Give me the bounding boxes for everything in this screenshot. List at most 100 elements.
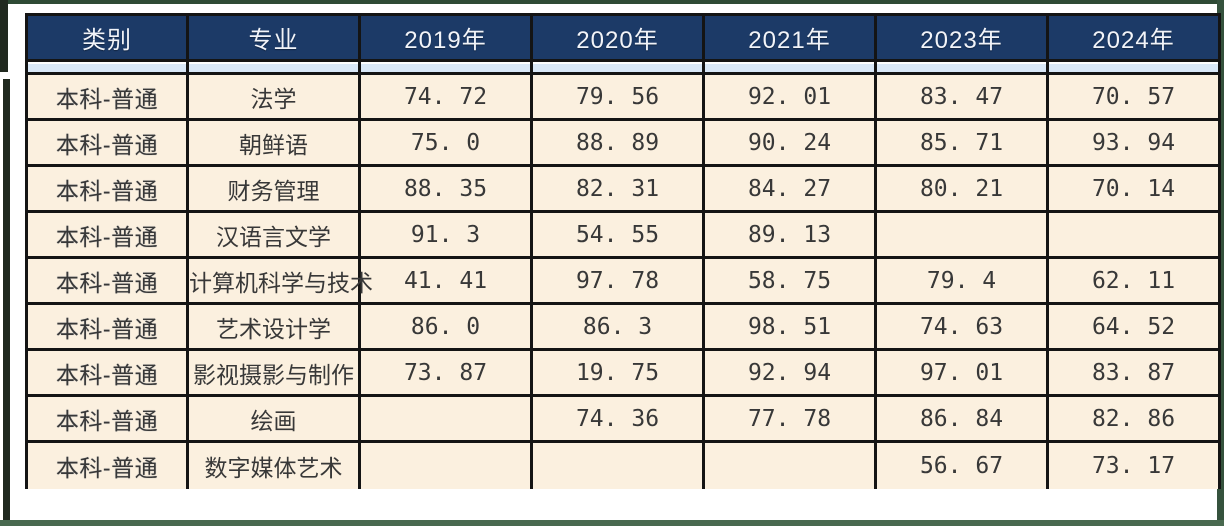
value-cell: 97. 01 [874, 351, 1046, 397]
strip-cell-0 [28, 62, 186, 75]
major-label: 数字媒体艺术 [204, 455, 343, 481]
table-row: 本科-普通 计算机科学与技术 41. 41 97. 78 58. 75 79. 4 62. … [28, 259, 1218, 305]
value-cell [358, 397, 530, 443]
category-cell: 本科-普通 [28, 305, 186, 351]
value-cell [530, 443, 702, 489]
value-cell: 92. 01 [702, 75, 874, 121]
frame-left-bar-bottom [3, 79, 10, 526]
value-cell: 98. 51 [702, 305, 874, 351]
admission-rate-table-wrap: 类别 专业 2019年 2020年 2021年 2023年 2024年 本科-普通 法学 74.… [25, 13, 1221, 489]
value-cell: 93. 94 [1046, 121, 1218, 167]
major-cell: 数字媒体艺术 [186, 443, 358, 489]
table-row: 本科-普通 财务管理 88. 35 82. 31 84. 27 80. 21 70. 14 [28, 167, 1218, 213]
frame-bottom-edge [0, 520, 1224, 526]
value-cell [1046, 213, 1218, 259]
value-cell: 85. 71 [874, 121, 1046, 167]
value-cell: 19. 75 [530, 351, 702, 397]
table-row: 本科-普通 影视摄影与制作 73. 87 19. 75 92. 94 97. 01 83. … [28, 351, 1218, 397]
value-cell: 92. 94 [702, 351, 874, 397]
major-label: 汉语言文学 [216, 223, 331, 250]
category-cell: 本科-普通 [28, 397, 186, 443]
table-row: 本科-普通 数字媒体艺术 56. 67 73. 17 [28, 443, 1218, 489]
table-row: 本科-普通 朝鲜语 75. 0 88. 89 90. 24 85. 71 93. 94 [28, 121, 1218, 167]
value-cell: 90. 24 [702, 121, 874, 167]
major-cell: 绘画 [186, 397, 358, 443]
table-row: 本科-普通 汉语言文学 91. 3 54. 55 89. 13 [28, 213, 1218, 259]
value-cell: 86. 0 [358, 305, 530, 351]
major-cell: 艺术设计学 [186, 305, 358, 351]
value-cell: 80. 21 [874, 167, 1046, 213]
column-header-0: 类别 [28, 16, 186, 62]
value-cell: 74. 36 [530, 397, 702, 443]
major-label: 艺术设计学 [216, 315, 331, 342]
value-cell: 83. 87 [1046, 351, 1218, 397]
strip-cell-3 [530, 62, 702, 75]
major-label: 法学 [250, 85, 297, 112]
table-body: 本科-普通 法学 74. 72 79. 56 92. 01 83. 47 70. 57 本科-… [28, 62, 1218, 489]
category-cell: 本科-普通 [28, 443, 186, 489]
value-cell: 89. 13 [702, 213, 874, 259]
value-cell: 70. 57 [1046, 75, 1218, 121]
strip-cell-5 [874, 62, 1046, 75]
major-label: 计算机科学与技术 [189, 269, 373, 296]
value-cell: 79. 56 [530, 75, 702, 121]
frame-left-bar-top [0, 0, 8, 72]
column-header-3: 2020年 [530, 16, 702, 62]
category-cell: 本科-普通 [28, 121, 186, 167]
strip-cell-6 [1046, 62, 1218, 75]
value-cell: 86. 84 [874, 397, 1046, 443]
value-cell: 83. 47 [874, 75, 1046, 121]
value-cell: 88. 35 [358, 167, 530, 213]
value-cell: 79. 4 [874, 259, 1046, 305]
value-cell: 77. 78 [702, 397, 874, 443]
header-row: 类别 专业 2019年 2020年 2021年 2023年 2024年 [28, 16, 1218, 62]
major-label: 影视摄影与制作 [193, 361, 354, 388]
value-cell: 75. 0 [358, 121, 530, 167]
value-cell: 88. 89 [530, 121, 702, 167]
value-cell [874, 213, 1046, 259]
frame-top-edge [0, 0, 1224, 4]
value-cell: 91. 3 [358, 213, 530, 259]
value-cell: 56. 67 [874, 443, 1046, 489]
category-cell: 本科-普通 [28, 213, 186, 259]
major-label: 朝鲜语 [239, 131, 308, 158]
category-cell: 本科-普通 [28, 259, 186, 305]
column-header-5: 2023年 [874, 16, 1046, 62]
column-header-1: 专业 [186, 16, 358, 62]
value-cell: 74. 72 [358, 75, 530, 121]
major-cell: 财务管理 [186, 167, 358, 213]
value-cell: 64. 52 [1046, 305, 1218, 351]
strip-cell-2 [358, 62, 530, 75]
column-header-4: 2021年 [702, 16, 874, 62]
category-cell: 本科-普通 [28, 351, 186, 397]
value-cell: 82. 86 [1046, 397, 1218, 443]
major-cell: 影视摄影与制作 [186, 351, 358, 397]
value-cell [702, 443, 874, 489]
value-cell: 41. 41 [358, 259, 530, 305]
major-cell: 法学 [186, 75, 358, 121]
table-row: 本科-普通 法学 74. 72 79. 56 92. 01 83. 47 70. 57 [28, 75, 1218, 121]
value-cell: 97. 78 [530, 259, 702, 305]
value-cell: 70. 14 [1046, 167, 1218, 213]
category-cell: 本科-普通 [28, 75, 186, 121]
value-cell: 86. 3 [530, 305, 702, 351]
category-cell: 本科-普通 [28, 167, 186, 213]
value-cell: 62. 11 [1046, 259, 1218, 305]
value-cell: 74. 63 [874, 305, 1046, 351]
value-cell: 58. 75 [702, 259, 874, 305]
major-cell: 汉语言文学 [186, 213, 358, 259]
value-cell [358, 443, 530, 489]
strip-row [28, 62, 1218, 75]
major-cell: 计算机科学与技术 [186, 259, 373, 305]
column-header-2: 2019年 [358, 16, 530, 62]
strip-cell-4 [702, 62, 874, 75]
score-table: 类别 专业 2019年 2020年 2021年 2023年 2024年 本科-普通 法学 74.… [25, 13, 1221, 489]
major-label: 绘画 [250, 407, 297, 434]
value-cell: 73. 17 [1046, 443, 1218, 489]
table-row: 本科-普通 绘画 74. 36 77. 78 86. 84 82. 86 [28, 397, 1218, 443]
major-cell: 朝鲜语 [186, 121, 358, 167]
column-header-6: 2024年 [1046, 16, 1218, 62]
value-cell: 73. 87 [358, 351, 530, 397]
value-cell: 54. 55 [530, 213, 702, 259]
value-cell: 84. 27 [702, 167, 874, 213]
